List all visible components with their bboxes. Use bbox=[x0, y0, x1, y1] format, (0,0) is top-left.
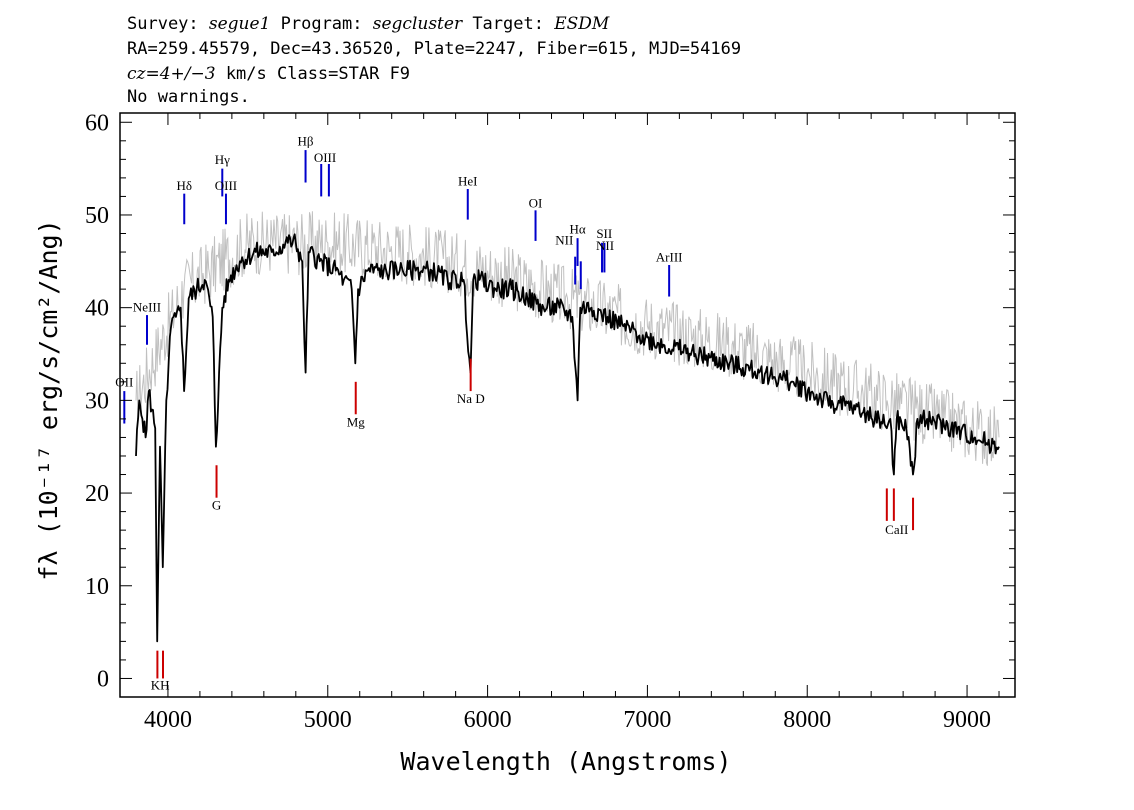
emission-line-label: OIII bbox=[215, 178, 237, 193]
x-tick-label: 8000 bbox=[783, 707, 831, 733]
emission-line-label: OIII bbox=[314, 150, 336, 165]
emission-line-label: NII bbox=[596, 238, 614, 253]
absorption-line-label: G bbox=[212, 498, 221, 513]
emission-line-label: Hγ bbox=[215, 152, 230, 167]
y-axis-title: fλ (10⁻¹⁷ erg/s/cm²/Ang) bbox=[34, 219, 63, 580]
header-line-3: cz=4+/−3 km/s Class=STAR F9 bbox=[127, 64, 410, 84]
axes: 4000 5000 6000 7000 8000 9000 0 10 20 30 40 50 60 bbox=[85, 110, 1016, 733]
emission-line-label: Hβ bbox=[298, 133, 314, 148]
emission-line-label: Hα bbox=[569, 222, 585, 237]
y-tick-label: 0 bbox=[97, 666, 109, 692]
absorption-line-label: KH bbox=[151, 678, 170, 693]
absorption-line-label: CaII bbox=[885, 522, 908, 537]
emission-line-label: NeIII bbox=[133, 299, 161, 314]
absorption-line-label: Na D bbox=[457, 391, 485, 406]
emission-line-label: ArIII bbox=[656, 249, 683, 264]
plot-frame bbox=[119, 112, 1016, 698]
emission-line-label: SII bbox=[596, 226, 612, 241]
y-tick-label: 50 bbox=[85, 203, 109, 229]
x-tick-label: 9000 bbox=[943, 707, 991, 733]
spectrum-line bbox=[135, 233, 1000, 643]
emission-line-label: OI bbox=[529, 196, 543, 211]
emission-line-label: Hδ bbox=[176, 178, 192, 193]
absorption-line-label: Mg bbox=[347, 414, 366, 429]
header-line-2: RA=259.45579, Dec=43.36520, Plate=2247, … bbox=[127, 39, 741, 59]
x-tick-label: 4000 bbox=[144, 707, 192, 733]
header-line-1: Survey: segue1 Program: segcluster Targe… bbox=[127, 14, 610, 34]
spectrum-layer bbox=[135, 233, 1000, 643]
y-tick-label: 60 bbox=[85, 110, 109, 136]
y-tick-label: 10 bbox=[85, 574, 109, 600]
y-tick-label: 40 bbox=[85, 296, 109, 322]
x-axis-title: Wavelength (Angstroms) bbox=[400, 747, 731, 776]
x-tick-label: 5000 bbox=[304, 707, 352, 733]
x-tick-label: 7000 bbox=[623, 707, 671, 733]
y-tick-label: 30 bbox=[85, 388, 109, 414]
emission-line-label: HeI bbox=[458, 173, 478, 188]
y-tick-label: 20 bbox=[85, 481, 109, 507]
header-line-4: No warnings. bbox=[127, 87, 250, 107]
x-tick-label: 6000 bbox=[464, 707, 512, 733]
emission-line-label: NII bbox=[555, 233, 573, 248]
